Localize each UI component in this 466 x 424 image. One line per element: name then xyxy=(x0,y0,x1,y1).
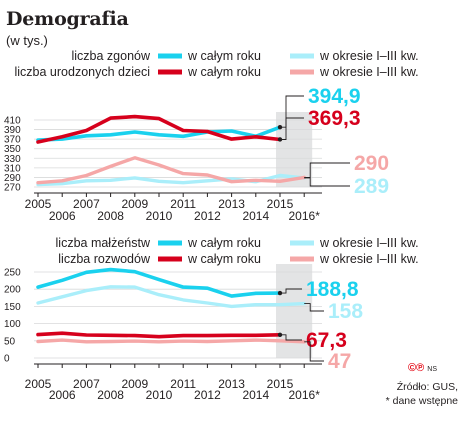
y-tick-label: 310 xyxy=(4,163,21,174)
legend-entry-label: w całym roku xyxy=(187,236,261,250)
y-tick-label: 150 xyxy=(4,302,21,313)
end-value-label: 290 xyxy=(354,152,389,175)
end-value-label: 158 xyxy=(328,300,363,323)
end-value-label: 289 xyxy=(354,175,389,198)
legend-row-label: liczba rozwodów xyxy=(58,252,151,266)
legend-entry-label: w całym roku xyxy=(187,65,261,79)
x-tick-label: 2016* xyxy=(289,209,321,223)
legend-entry-label: w całym roku xyxy=(187,252,261,266)
chart-2: 2502001501005002005200620072008200920102… xyxy=(4,236,419,402)
y-tick-label: 370 xyxy=(4,135,21,146)
end-label-leader xyxy=(304,303,324,312)
x-tick-label: 2011 xyxy=(170,377,196,391)
y-tick-label: 100 xyxy=(4,319,21,330)
series-line xyxy=(36,156,306,185)
series-line xyxy=(36,285,306,309)
end-label-leader xyxy=(304,162,350,178)
x-tick-label: 2013 xyxy=(218,197,245,211)
series-line xyxy=(36,125,282,142)
x-tick-label: 2006 xyxy=(49,209,76,223)
logo-ns: NS xyxy=(427,366,437,373)
end-label-leader xyxy=(304,177,350,187)
end-label-leader xyxy=(304,341,324,362)
x-tick-label: 2011 xyxy=(170,197,196,211)
y-tick-label: 410 xyxy=(4,116,21,127)
x-tick-label: 2012 xyxy=(194,388,221,402)
x-tick-label: 2007 xyxy=(73,197,100,211)
legend-entry-label: w całym roku xyxy=(187,49,261,63)
x-tick-label: 2010 xyxy=(146,388,173,402)
copyright-icon: ©℗ xyxy=(408,362,425,374)
x-tick-label: 2015 xyxy=(267,377,294,391)
end-value-label: 369,3 xyxy=(308,107,361,130)
legend-entry-label: w okresie I–III kw. xyxy=(319,49,419,63)
x-tick-label: 2008 xyxy=(97,209,124,223)
source-text: Źródło: GUS, xyxy=(396,381,458,393)
series-line xyxy=(36,267,282,298)
series-line xyxy=(36,338,306,344)
end-value-label: 47 xyxy=(328,350,351,373)
series-line xyxy=(36,331,282,339)
end-label-leader xyxy=(280,95,304,128)
y-tick-label: 0 xyxy=(4,354,10,365)
x-tick-label: 2005 xyxy=(25,377,52,391)
legend-entry-label: w okresie I–III kw. xyxy=(319,65,419,79)
y-tick-label: 250 xyxy=(4,268,21,279)
x-tick-label: 2009 xyxy=(121,197,148,211)
end-value-label: 188,8 xyxy=(306,278,359,301)
page-title: Demografia xyxy=(6,8,129,30)
legend-row-label: liczba zgonów xyxy=(71,49,150,63)
x-tick-label: 2014 xyxy=(242,209,269,223)
preliminary-note: * dane wstępne xyxy=(385,395,458,407)
end-value-label: 394,9 xyxy=(308,85,361,108)
end-label-leader xyxy=(280,288,302,294)
x-tick-label: 2014 xyxy=(242,388,269,402)
y-tick-label: 390 xyxy=(4,125,21,136)
chart-1: 4103903703503303102902702005200620072008… xyxy=(4,49,419,223)
x-tick-label: 2005 xyxy=(25,197,52,211)
legend-entry-label: w okresie I–III kw. xyxy=(319,252,419,266)
series-line xyxy=(36,114,282,144)
y-tick-label: 200 xyxy=(4,285,21,296)
x-tick-label: 2006 xyxy=(49,388,76,402)
x-tick-label: 2010 xyxy=(146,209,173,223)
x-tick-label: 2016* xyxy=(289,388,321,402)
x-tick-label: 2009 xyxy=(121,377,148,391)
x-tick-label: 2008 xyxy=(97,388,124,402)
y-tick-label: 350 xyxy=(4,144,21,155)
source-note: Źródło: GUS, * dane wstępne xyxy=(386,380,458,408)
legend-entry-label: w okresie I–III kw. xyxy=(319,236,419,250)
x-tick-label: 2015 xyxy=(267,197,294,211)
end-label-leader xyxy=(280,334,302,341)
cc-logo: ©℗ NS xyxy=(408,362,437,374)
end-label-leader xyxy=(280,117,304,140)
y-tick-label: 270 xyxy=(4,183,21,194)
x-tick-label: 2012 xyxy=(194,209,221,223)
end-value-label: 67,3 xyxy=(306,329,347,352)
y-tick-label: 290 xyxy=(4,173,21,184)
y-tick-label: 330 xyxy=(4,154,21,165)
y-tick-label: 50 xyxy=(4,336,16,347)
page-subtitle: (w tys.) xyxy=(6,33,48,48)
x-tick-label: 2013 xyxy=(218,377,245,391)
x-tick-label: 2007 xyxy=(73,377,100,391)
legend-row-label: liczba małżeństw xyxy=(56,236,151,250)
legend-row-label: liczba urodzonych dzieci xyxy=(15,65,151,79)
